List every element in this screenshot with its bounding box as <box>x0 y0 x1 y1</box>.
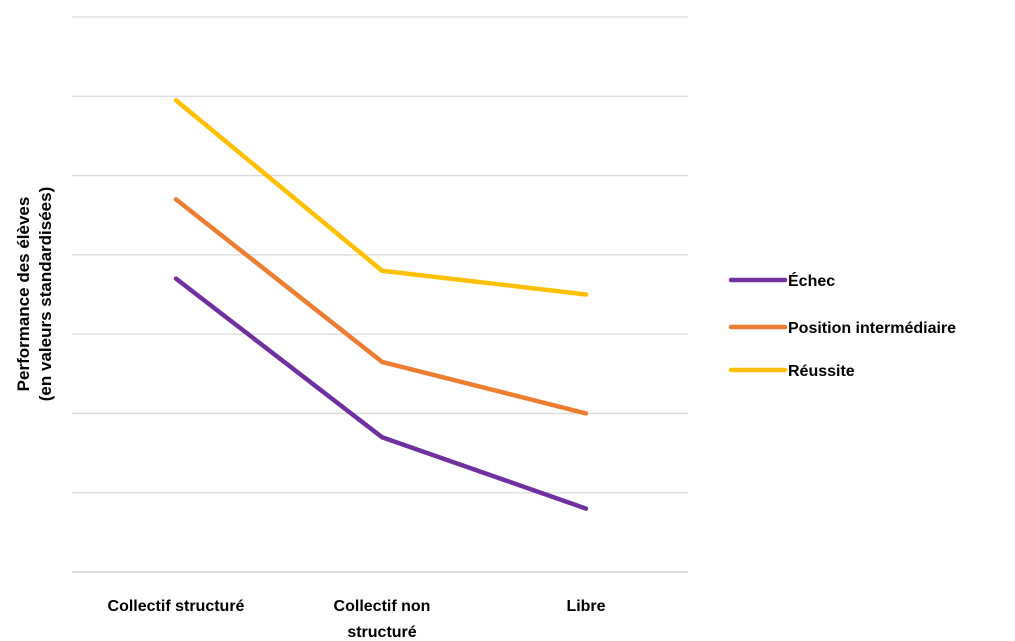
legend: Échec Position intermédiaire Réussite <box>728 271 956 380</box>
legend-label: Échec <box>788 271 835 290</box>
y-axis-label: Performance des élèves (en valeurs standa… <box>14 187 55 401</box>
x-tick-label: Libre <box>566 598 605 615</box>
series-line-2 <box>173 98 589 297</box>
y-axis-title: Performance des élèves (en valeurs standa… <box>14 187 55 401</box>
x-tick-label: Collectif non structuré <box>334 598 431 641</box>
legend-label: Réussite <box>788 363 855 380</box>
series-line-1 <box>173 197 589 416</box>
series-lines <box>173 98 589 511</box>
legend-label: Position intermédiaire <box>788 320 956 337</box>
series-line-0 <box>173 276 589 511</box>
gridlines <box>72 16 688 573</box>
x-axis-labels: Collectif structuré Collectif non structur… <box>108 598 606 641</box>
x-tick-label: Collectif structuré <box>108 598 245 615</box>
